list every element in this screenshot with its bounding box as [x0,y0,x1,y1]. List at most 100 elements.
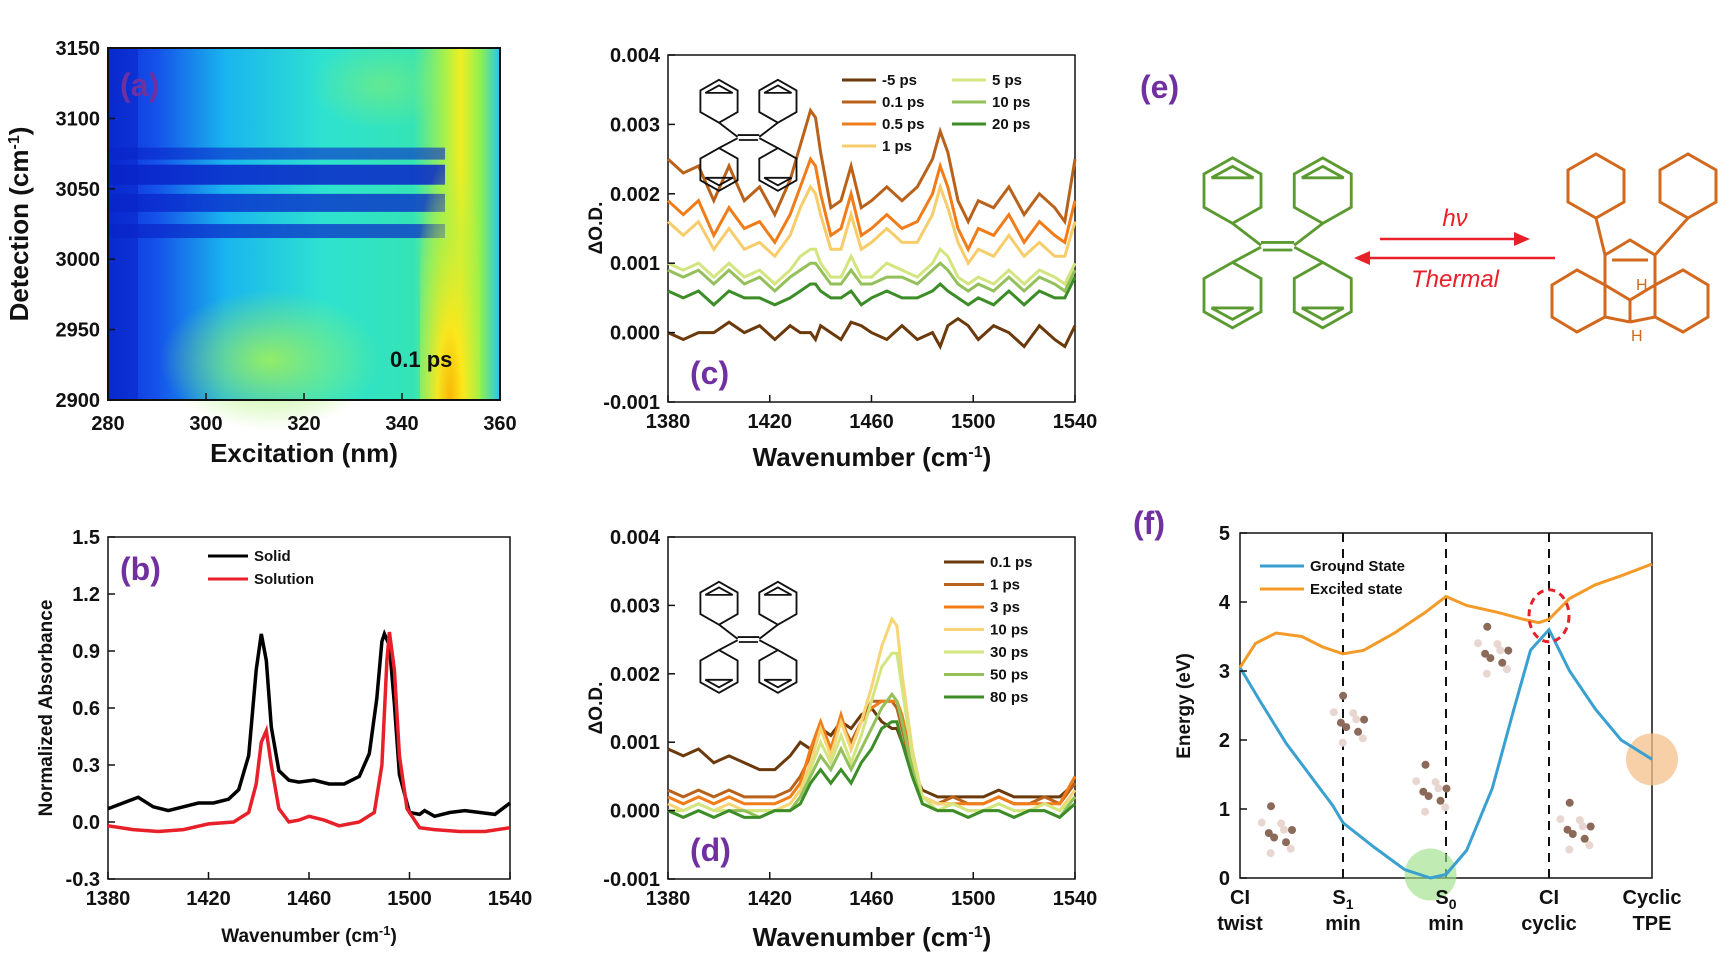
x-category-label: CI [1539,887,1559,909]
atom [1354,727,1363,736]
atom [1431,778,1440,787]
end-highlight [1626,733,1678,786]
atom [1358,734,1367,743]
x-tick-label: 1500 [951,888,996,910]
x-category-label: min [1325,913,1361,935]
y-tick-label: 2 [1219,730,1230,752]
cyclic-tpe-structure [1550,152,1718,334]
series-line [667,261,1077,294]
atom [1442,784,1451,793]
conical-intersection-marker [1527,588,1571,644]
ticks-b: 1380 1420 1460 1500 1540 -0.3 0.0 0.3 0.6 0.9 1.2 1… [66,527,533,910]
x-category-label: Cyclic [1623,887,1682,909]
x-tick-label: 1500 [387,888,432,910]
x-category-label: S1 [1332,887,1353,912]
plot-area-d [667,615,1077,820]
heatmap-green-region [160,290,380,430]
low-excitation-band [108,48,138,400]
timestamp-annotation: 0.1 ps [390,347,452,372]
molecule-snapshot [1329,691,1369,747]
atom [1434,784,1443,793]
atom [1585,841,1594,850]
legend-item: 0.1 ps [990,554,1033,571]
atom [1352,715,1361,724]
reverse-label: Thermal [1411,266,1500,293]
series-line [667,720,1076,820]
atom [1586,822,1595,831]
y-tick-label: 0.002 [610,184,660,206]
min-highlight [1404,848,1457,901]
panel-label-e: (e) [1140,69,1179,105]
atom [1257,818,1266,827]
atom [1336,718,1345,727]
y-tick-label: 3000 [56,249,101,271]
tpe-structure-c [699,78,798,192]
x-axis-title-a: Excitation (nm) [210,438,398,468]
x-tick-label: 1500 [951,411,996,433]
atom [1282,838,1290,847]
absorption-band [108,147,445,160]
y-tick-label: 2900 [56,390,101,412]
y-tick-label: -0.3 [66,869,100,891]
y-tick-label: 3100 [56,108,101,130]
panel-label-c: (c) [690,355,729,391]
legend-item-solid: Solid [254,548,291,565]
x-tick-label: 1460 [849,888,894,910]
legend-item: 1 ps [882,138,912,155]
plot-area-c [666,107,1077,351]
ticks-d: 1380 1420 1460 1500 1540 -0.001 0.000 0.001 0.00… [603,527,1097,910]
y-tick-label: 0.001 [610,253,660,275]
atom [1419,787,1428,796]
atom [1329,708,1338,717]
legend-item-ground-state: Ground State [1310,558,1405,575]
legend-item: 80 ps [990,689,1028,706]
legend-item: -5 ps [882,72,917,89]
atom [1575,816,1584,825]
atom [1486,654,1495,663]
x-tick-label: 1380 [646,411,691,433]
atom [1565,845,1574,854]
legend-item: 3 ps [990,599,1020,616]
legend-c: -5 ps 0.1 ps 0.5 ps 1 ps 5 ps 10 ps 20 ps [842,72,1030,155]
panel-label-a: (a) [120,67,159,103]
y-tick-label: 3050 [56,179,101,201]
y-tick-label: 0.9 [72,641,100,663]
h-atom-top: H [1636,277,1648,294]
series-line [667,276,1077,307]
legend-item: 10 ps [990,622,1028,639]
x-tick-label: 360 [483,413,516,435]
x-category-label: cyclic [1521,913,1577,935]
legend-item: 1 ps [990,577,1020,594]
series-line [667,699,1077,806]
absorption-band [108,193,445,212]
atom [1568,830,1577,838]
y-tick-label: 0.003 [610,114,660,136]
atom [1503,665,1511,674]
atom [1286,844,1295,853]
y-tick-label: 3 [1219,661,1230,683]
atom [1288,826,1296,834]
y-tick-label: 1.2 [72,584,100,606]
panel-d: 1380 1420 1460 1500 1540 -0.001 0.000 0.001 0.00… [586,527,1097,952]
atom [1474,639,1482,648]
panel-a: 280 300 320 340 360290029503000305031003150 … [4,38,517,468]
ticks-a: 280 300 320 340 360 2900 2950 3000 3050 3100 3150 [56,38,517,435]
atom [1267,802,1275,811]
series-line-solid [107,629,512,819]
legend-item: 30 ps [990,644,1028,661]
y-axis-title-c: ΔO.D. [586,202,607,255]
y-tick-label: 0.000 [610,801,660,823]
legend-item-solution: Solution [254,571,314,588]
atom [1424,792,1433,801]
atom [1270,833,1279,842]
atom [1556,815,1565,824]
panel-label-f: (f) [1133,505,1165,541]
y-tick-label: 0.004 [610,527,661,549]
series-line [1238,562,1653,669]
x-category-label: CI [1230,887,1250,909]
y-tick-label: 0.000 [610,323,660,345]
panel-c: 1380 1420 1460 1500 1540 -0.001 0.000 0.001 0.00… [586,45,1097,472]
atom [1578,822,1587,831]
atom [1412,777,1421,786]
